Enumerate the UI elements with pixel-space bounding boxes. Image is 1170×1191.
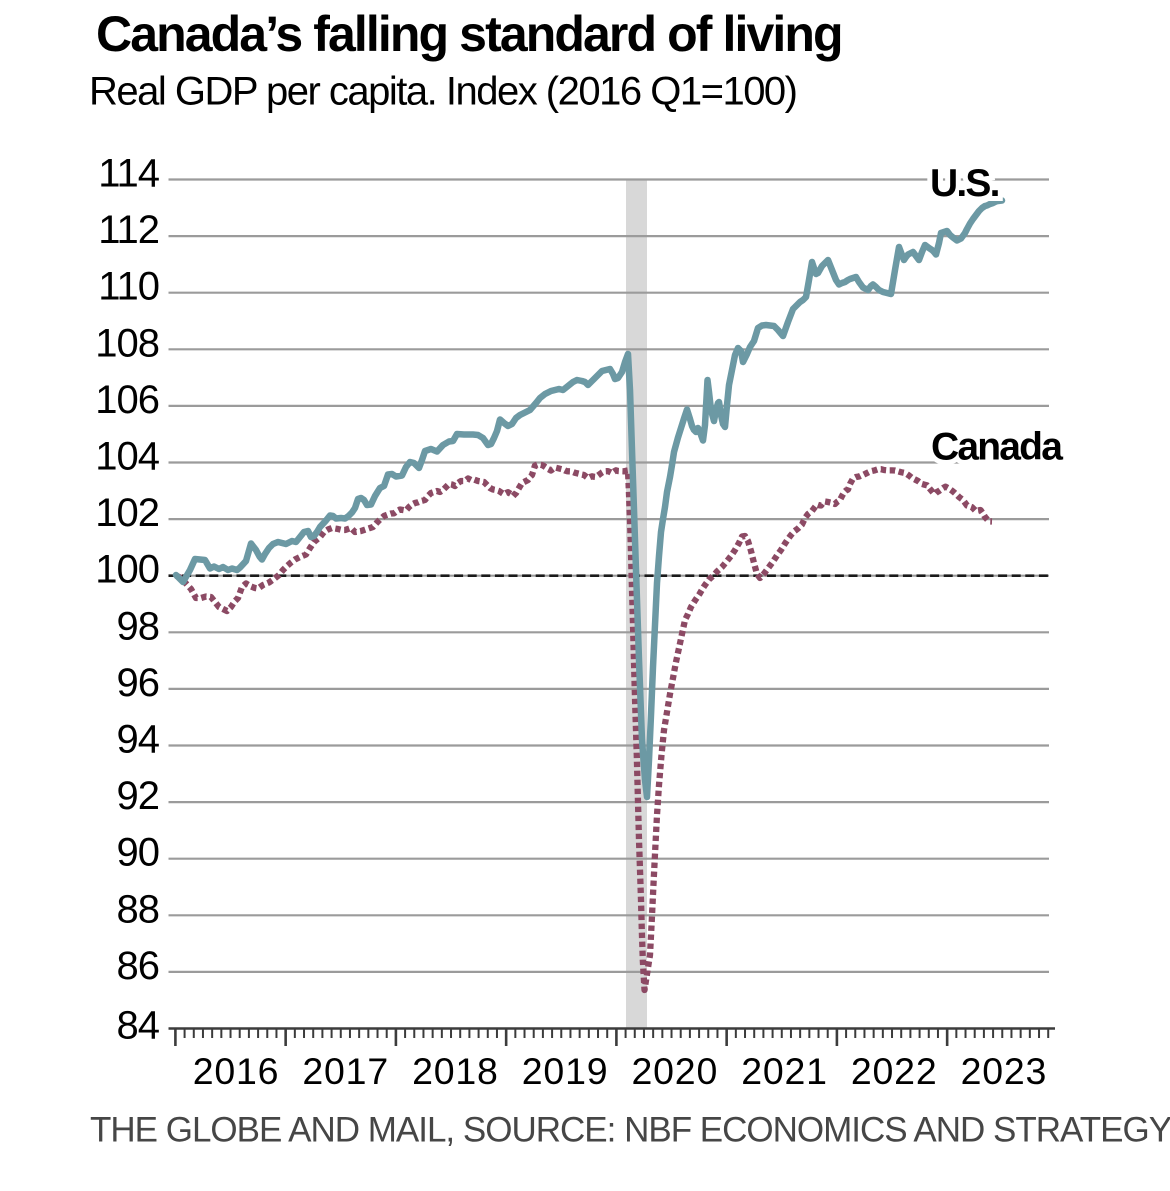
- svg-text:2017: 2017: [302, 1050, 389, 1092]
- svg-text:2016: 2016: [193, 1050, 280, 1092]
- svg-text:102: 102: [95, 491, 159, 535]
- svg-text:108: 108: [95, 321, 159, 365]
- svg-text:86: 86: [117, 944, 160, 988]
- svg-text:Real GDP per capita. Index (20: Real GDP per capita. Index (2016 Q1=100): [89, 70, 797, 114]
- svg-text:104: 104: [95, 435, 159, 479]
- svg-text:Canada’s falling standard of l: Canada’s falling standard of living: [96, 6, 842, 62]
- svg-text:2018: 2018: [412, 1050, 499, 1092]
- svg-text:2023: 2023: [961, 1050, 1048, 1092]
- svg-text:92: 92: [117, 774, 160, 818]
- svg-text:U.S.: U.S.: [930, 162, 999, 205]
- svg-text:106: 106: [95, 378, 159, 422]
- svg-text:Canada: Canada: [931, 426, 1063, 469]
- svg-text:2019: 2019: [522, 1050, 609, 1092]
- svg-text:90: 90: [117, 831, 160, 875]
- svg-text:100: 100: [95, 548, 159, 592]
- svg-text:110: 110: [98, 265, 159, 309]
- svg-text:112: 112: [98, 208, 159, 252]
- svg-text:88: 88: [117, 887, 160, 931]
- svg-text:96: 96: [117, 661, 160, 705]
- svg-text:84: 84: [117, 1004, 160, 1048]
- svg-text:2022: 2022: [851, 1050, 938, 1092]
- svg-text:THE GLOBE AND MAIL, SOURCE: NB: THE GLOBE AND MAIL, SOURCE: NBF ECONOMIC…: [90, 1111, 1170, 1150]
- svg-text:2020: 2020: [631, 1050, 718, 1092]
- svg-text:94: 94: [117, 718, 160, 762]
- svg-text:114: 114: [98, 152, 160, 196]
- svg-text:98: 98: [117, 604, 160, 648]
- svg-text:2021: 2021: [741, 1050, 828, 1092]
